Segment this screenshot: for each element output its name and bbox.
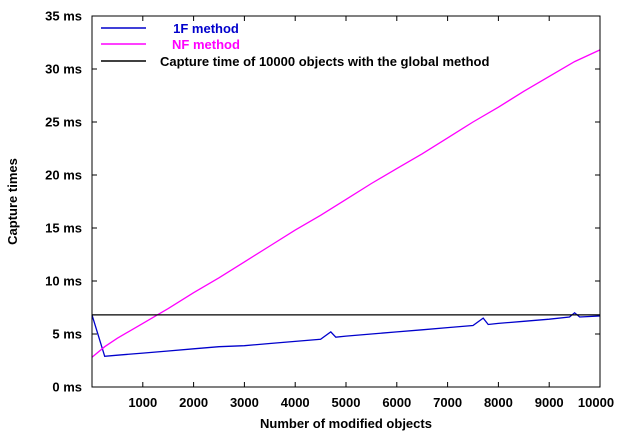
x-tick-label: 1000 bbox=[128, 395, 157, 410]
x-tick-label: 9000 bbox=[535, 395, 564, 410]
plot-frame bbox=[91, 15, 601, 388]
x-axis-title: Number of modified objects bbox=[260, 416, 432, 431]
y-tick-label: 15 ms bbox=[45, 221, 82, 236]
y-tick-label: 35 ms bbox=[45, 9, 82, 24]
x-axis: 1000 2000 3000 4000 5000 6000 7000 8000 9000 1000… bbox=[128, 16, 614, 410]
y-tick-label: 10 ms bbox=[45, 274, 82, 289]
x-tick-label: 10000 bbox=[578, 395, 614, 410]
series-1f-line bbox=[91, 311, 601, 357]
x-tick-label: 6000 bbox=[382, 395, 411, 410]
series-layer bbox=[91, 49, 601, 358]
y-axis: 0 ms 5 ms 10 ms 15 ms 20 ms 25 ms 30 ms 35 ms bbox=[45, 9, 600, 395]
x-tick-label: 4000 bbox=[281, 395, 310, 410]
x-tick-label: 7000 bbox=[433, 395, 462, 410]
y-tick-label: 5 ms bbox=[52, 327, 82, 342]
x-tick-label: 2000 bbox=[179, 395, 208, 410]
legend-label-nf: NF method bbox=[172, 37, 240, 52]
legend-label-global: Capture time of 10000 objects with the g… bbox=[160, 54, 489, 69]
legend-label-1f: 1F method bbox=[173, 21, 239, 36]
y-tick-label: 30 ms bbox=[45, 62, 82, 77]
x-tick-label: 8000 bbox=[484, 395, 513, 410]
y-tick-label: 25 ms bbox=[45, 115, 82, 130]
y-axis-title: Capture times bbox=[5, 158, 20, 245]
y-tick-label: 20 ms bbox=[45, 168, 82, 183]
series-nf-line bbox=[91, 49, 601, 358]
legend: 1F method NF method Capture time of 1000… bbox=[101, 21, 489, 69]
y-tick-label: 0 ms bbox=[52, 380, 82, 395]
x-tick-label: 3000 bbox=[230, 395, 259, 410]
x-tick-label: 5000 bbox=[332, 395, 361, 410]
